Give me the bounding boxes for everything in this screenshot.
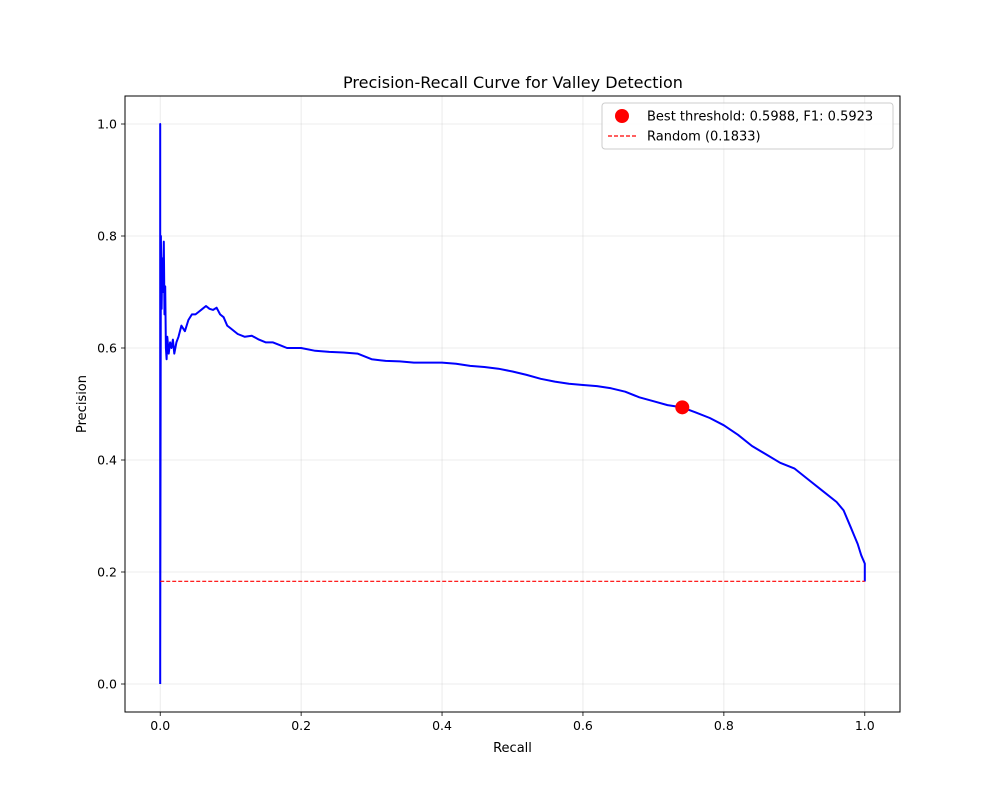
plot-area	[159, 123, 866, 684]
axes-frame	[124, 95, 901, 713]
best-threshold-point	[675, 400, 690, 415]
ticks: 0.0 0.2 0.4 0.6 0.8 1.0 0.0 0.2 0.4 0.6 0.8 1.0	[97, 117, 875, 734]
legend-box	[601, 102, 894, 150]
chart-title: Precision-Recall Curve for Valley Detect…	[343, 73, 683, 92]
precision-recall-curve	[159, 123, 866, 684]
x-tick-label: 0.0	[150, 718, 170, 733]
y-tick-label: 0.4	[97, 453, 117, 468]
y-tick-label: 1.0	[97, 117, 117, 132]
y-tick-label: 0.2	[97, 565, 117, 580]
x-tick-label: 0.4	[432, 718, 452, 733]
legend-label-best-threshold: Best threshold: 0.5988, F1: 0.5923	[647, 110, 873, 125]
x-tick-label: 0.8	[714, 718, 734, 733]
x-tick-label: 0.2	[291, 718, 311, 733]
grid	[125, 96, 900, 712]
legend: Best threshold: 0.5988, F1: 0.5923 Rando…	[601, 102, 894, 150]
legend-label-random: Random (0.1833)	[647, 130, 761, 145]
y-tick-label: 0.6	[97, 341, 117, 356]
x-axis-label: Recall	[493, 741, 532, 756]
y-tick-label: 0.0	[97, 677, 117, 692]
x-tick-label: 0.6	[573, 718, 593, 733]
y-tick-label: 0.8	[97, 229, 117, 244]
x-tick-label: 1.0	[855, 718, 875, 733]
legend-marker-best-threshold	[615, 109, 629, 123]
y-axis-label: Precision	[75, 375, 90, 433]
